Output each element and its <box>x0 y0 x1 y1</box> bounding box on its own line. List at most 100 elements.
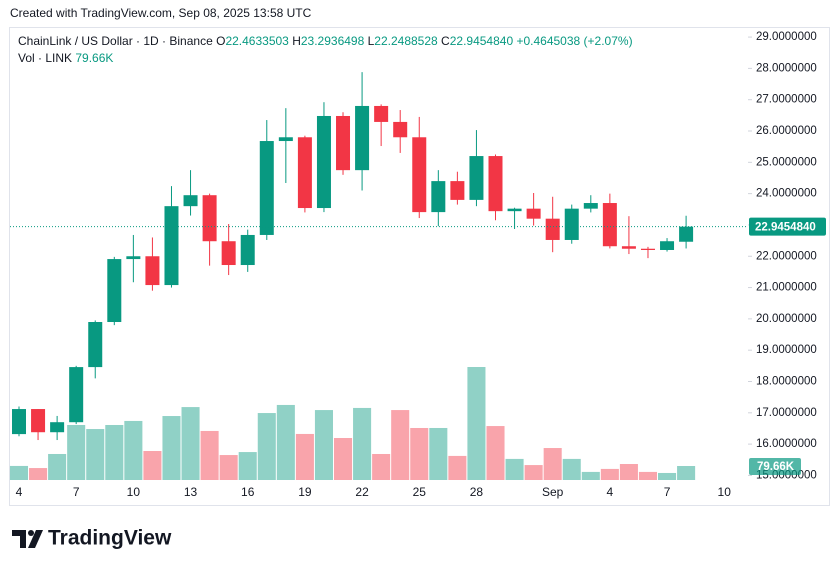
x-tick-label: 10 <box>718 485 732 499</box>
candle-body <box>126 256 141 260</box>
candle-body <box>202 195 217 242</box>
candle-body <box>374 105 389 122</box>
y-tick-label: 19.0000000 <box>756 344 817 356</box>
candle-body <box>240 234 255 266</box>
volume-bar <box>638 471 658 480</box>
volume-bar <box>581 471 600 480</box>
vol-value: 79.66K <box>75 51 113 65</box>
volume-bar <box>67 424 86 480</box>
candle-body <box>583 203 598 209</box>
volume-bar <box>124 420 143 480</box>
candle-body <box>507 208 522 212</box>
last-price-label: 22.9454840 <box>755 222 816 234</box>
y-tick-label: 16.0000000 <box>756 438 817 450</box>
candle-body <box>221 241 236 266</box>
volume-bar <box>29 468 48 480</box>
candle-body <box>412 137 427 213</box>
candle-body <box>164 206 179 286</box>
plot: 15.000000016.000000017.000000018.0000000… <box>9 31 826 499</box>
candle-body <box>679 226 694 242</box>
volume-bar <box>9 465 29 480</box>
x-tick-label: 13 <box>184 485 198 499</box>
volume-bar <box>162 416 181 480</box>
volume-bar <box>486 426 505 480</box>
x-tick-label: 16 <box>241 485 255 499</box>
volume-bar <box>295 433 314 480</box>
volume-bar <box>257 413 276 480</box>
candle-body <box>393 121 408 138</box>
candle-body <box>469 156 484 200</box>
brand: TradingView <box>48 527 172 550</box>
y-tick-label: 21.0000000 <box>756 282 817 294</box>
x-tick-label: Sep <box>542 485 564 499</box>
volume-bar <box>677 466 696 480</box>
candle-body <box>12 409 26 435</box>
volume-bar <box>524 465 543 480</box>
candle-body <box>336 115 351 171</box>
volume-bar <box>448 455 467 480</box>
volume-bar <box>238 452 257 480</box>
volume-bar <box>48 453 67 480</box>
vol-label: Vol · LINK <box>18 51 72 65</box>
h-value: 23.2936498 <box>301 34 365 48</box>
y-tick-label: 18.0000000 <box>756 376 817 388</box>
l-label: L <box>368 34 375 48</box>
candle-body <box>545 218 560 240</box>
candle-body <box>88 322 103 368</box>
candle-body <box>297 137 312 209</box>
candle-body <box>431 181 446 213</box>
candle-body <box>69 367 84 423</box>
candle-body <box>316 115 331 209</box>
c-value: 22.9454840 <box>450 34 514 48</box>
change: +0.4645038 (+2.07%) <box>516 34 632 48</box>
volume-bar <box>619 464 638 480</box>
brand-logo: TradingView <box>12 527 172 550</box>
volume-bar <box>333 437 353 480</box>
volume-bar <box>410 427 429 480</box>
candle-body <box>564 208 579 240</box>
candle-body <box>145 256 160 286</box>
volume-bar <box>276 404 295 480</box>
candle-body <box>602 203 617 247</box>
x-tick-label: 10 <box>127 485 141 499</box>
candle-body <box>450 181 465 200</box>
candle-body <box>488 156 503 212</box>
legend-volume: Vol · LINK 79.66K <box>18 51 113 65</box>
candle-body <box>621 246 636 249</box>
candle-body <box>107 259 122 323</box>
volume-bar <box>86 429 105 480</box>
x-tick-label: 4 <box>607 485 614 499</box>
y-tick-label: 27.0000000 <box>756 94 817 106</box>
volume-bar <box>181 407 200 480</box>
x-tick-label: 7 <box>73 485 80 499</box>
chart-frame <box>9 27 830 506</box>
l-value: 22.2488528 <box>374 34 438 48</box>
price-axis: 15.000000016.000000017.000000018.0000000… <box>748 31 817 481</box>
last-price-tag <box>749 217 826 236</box>
x-tick-label: 4 <box>16 485 23 499</box>
y-tick-label: 17.0000000 <box>756 407 817 419</box>
volume-bar <box>658 472 677 480</box>
volume-bar <box>391 410 410 480</box>
volume-tag-label: 79.66K <box>757 461 795 473</box>
x-tick-label: 7 <box>664 485 671 499</box>
candle-body <box>50 422 65 433</box>
volume-bar <box>219 455 238 480</box>
candle-body <box>278 137 293 142</box>
volume-bar <box>200 430 219 480</box>
volume-bar <box>543 448 562 480</box>
volume-bar <box>562 458 581 480</box>
candle-body <box>31 409 46 433</box>
y-tick-label: 26.0000000 <box>756 125 817 137</box>
volume-bar <box>600 468 619 480</box>
candle-body <box>183 195 198 207</box>
volume-bar <box>143 451 162 480</box>
y-tick-label: 20.0000000 <box>756 313 817 325</box>
y-tick-label: 28.0000000 <box>756 62 817 74</box>
x-tick-label: 28 <box>470 485 484 499</box>
volume-bar <box>429 427 448 480</box>
o-label: O <box>216 34 225 48</box>
o-value: 22.4633503 <box>225 34 289 48</box>
c-label: C <box>441 34 450 48</box>
volume-tag <box>749 458 801 476</box>
